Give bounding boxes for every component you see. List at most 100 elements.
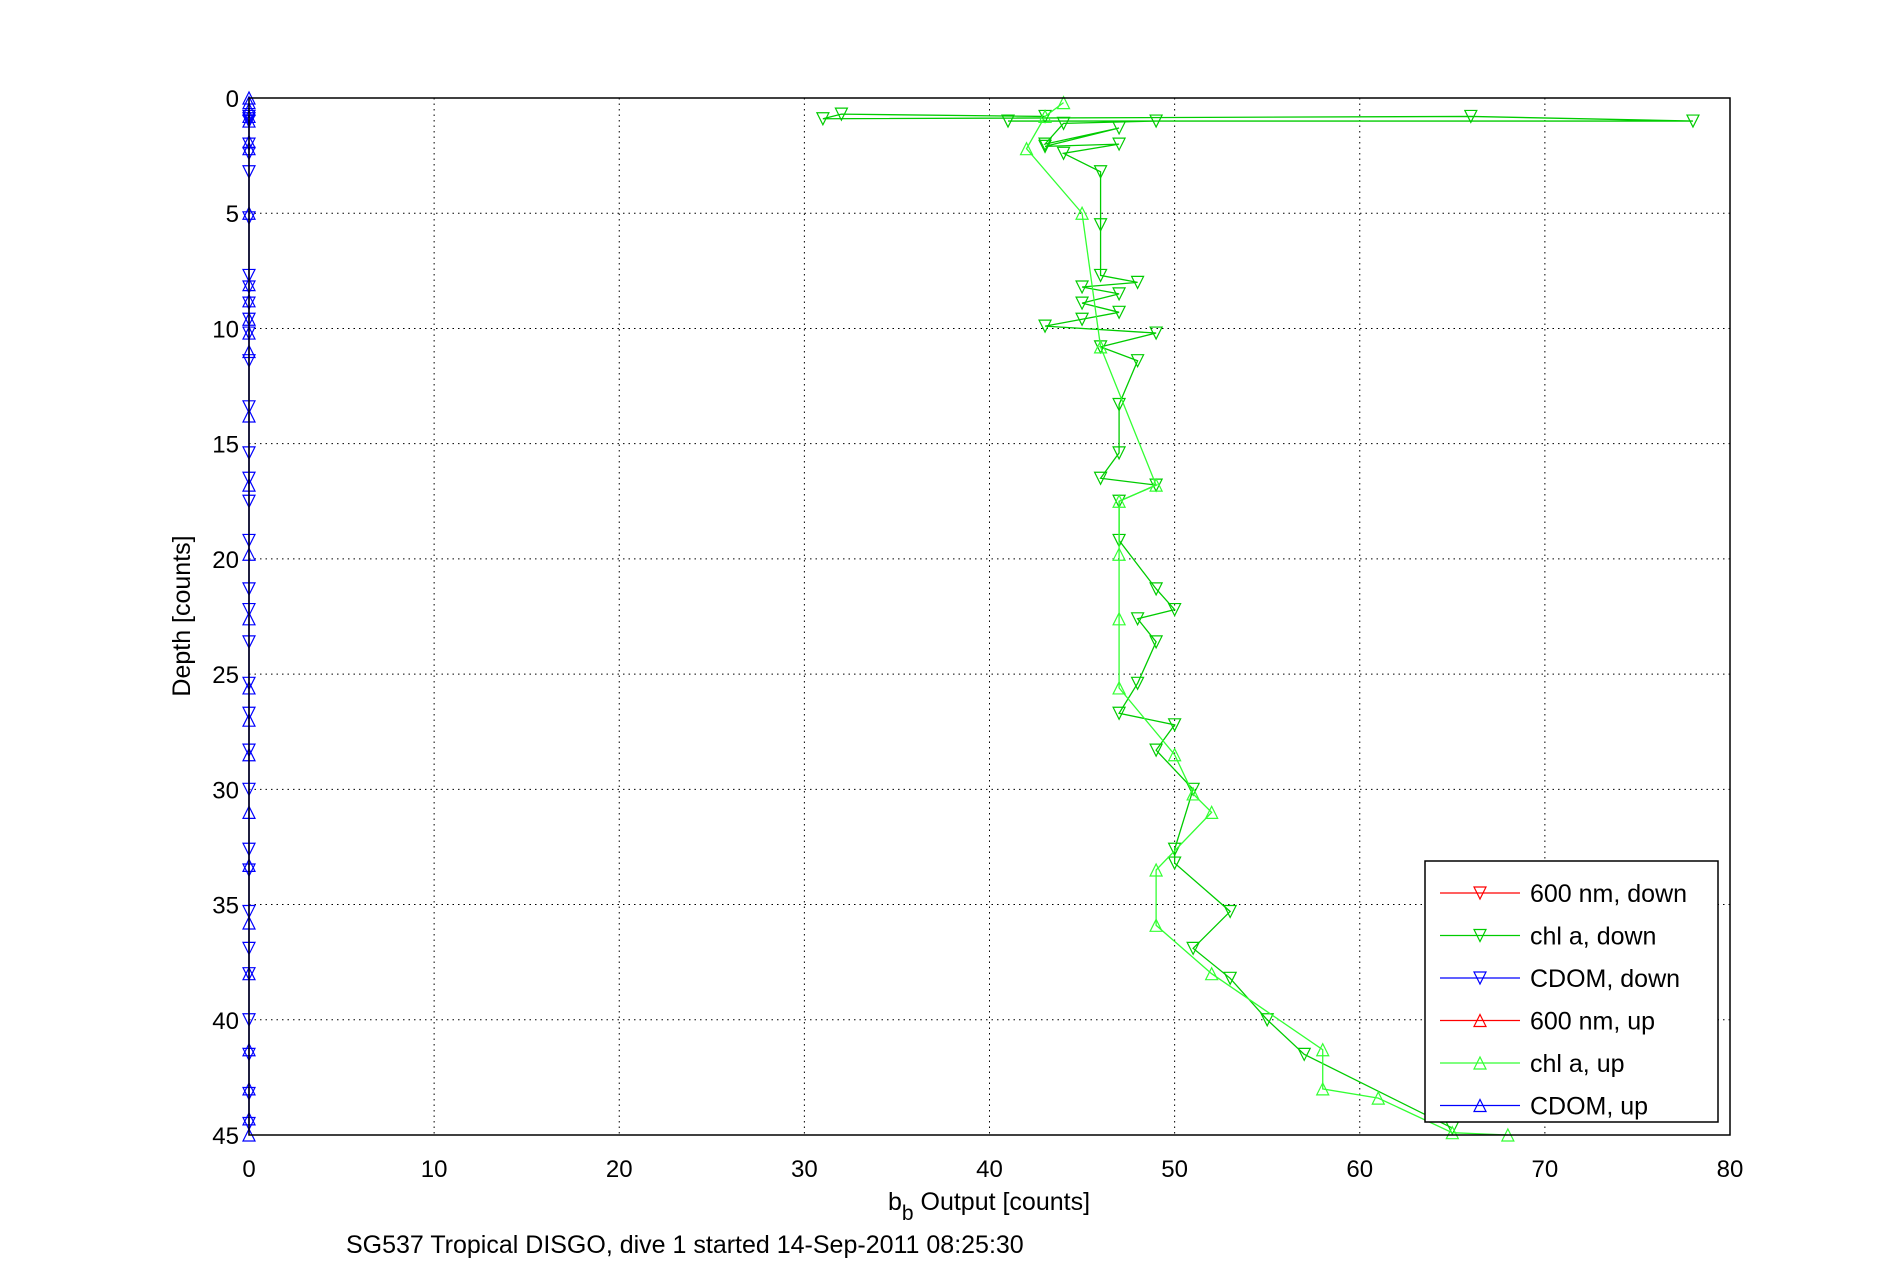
y-axis-label: Depth [counts] bbox=[168, 535, 196, 696]
data-point bbox=[1130, 275, 1145, 290]
data-point bbox=[1001, 114, 1015, 129]
y-tick-label: 30 bbox=[212, 777, 239, 804]
data-point bbox=[1112, 493, 1127, 508]
caption: SG537 Tropical DISGO, dive 1 started 14-… bbox=[346, 1231, 1024, 1259]
x-tick-labels: 0 10 20 30 40 50 60 70 80 bbox=[242, 1156, 1743, 1183]
legend-label: chl a, up bbox=[1530, 1050, 1625, 1078]
data-point bbox=[1167, 602, 1182, 617]
data-point bbox=[1686, 114, 1700, 129]
x-tick-label: 80 bbox=[1717, 1156, 1744, 1183]
data-point bbox=[1112, 611, 1127, 626]
data-point bbox=[1056, 95, 1071, 110]
data-point bbox=[1112, 680, 1127, 695]
data-point bbox=[1038, 137, 1053, 152]
data-point bbox=[1260, 1013, 1275, 1028]
data-point bbox=[1093, 471, 1108, 486]
data-point bbox=[1093, 165, 1108, 180]
data-point bbox=[1112, 446, 1127, 461]
data-point bbox=[1297, 1047, 1312, 1062]
legend-marker bbox=[1473, 1098, 1487, 1113]
data-point bbox=[1075, 296, 1090, 311]
legend-marker bbox=[1473, 971, 1487, 986]
legend-box bbox=[1424, 860, 1719, 1123]
data-point bbox=[1130, 612, 1145, 627]
data-point bbox=[1186, 941, 1201, 956]
data-point bbox=[1130, 676, 1145, 691]
data-point bbox=[1075, 280, 1090, 295]
data-point bbox=[1038, 109, 1053, 124]
x-tick-label: 60 bbox=[1346, 1156, 1373, 1183]
y-tick-labels: 0 5 10 15 20 25 30 35 40 45 bbox=[212, 86, 239, 1150]
y-tick-label: 5 bbox=[226, 201, 239, 228]
legend-label: chl a, down bbox=[1530, 923, 1656, 951]
data-point bbox=[1186, 786, 1201, 801]
data-point bbox=[1445, 1125, 1460, 1140]
data-point bbox=[1167, 856, 1182, 871]
legend-marker bbox=[1473, 928, 1487, 943]
data-point bbox=[1112, 137, 1127, 152]
x-tick-label: 50 bbox=[1161, 1156, 1188, 1183]
data-point bbox=[1112, 305, 1127, 320]
data-point bbox=[834, 107, 849, 122]
legend-marker bbox=[1473, 886, 1487, 901]
legend-label: 600 nm, down bbox=[1530, 880, 1687, 908]
legend-marker bbox=[1473, 1013, 1487, 1028]
data-point bbox=[1371, 1090, 1386, 1105]
x-tick-label: 20 bbox=[606, 1156, 633, 1183]
y-tick-label: 45 bbox=[212, 1123, 239, 1150]
y-tick-label: 10 bbox=[212, 316, 239, 343]
data-point bbox=[1093, 268, 1108, 283]
data-point bbox=[1112, 397, 1127, 412]
x-tick-label: 70 bbox=[1532, 1156, 1559, 1183]
x-tick-label: 10 bbox=[421, 1156, 448, 1183]
data-point bbox=[1204, 805, 1219, 819]
data-point bbox=[1056, 146, 1071, 161]
data-point bbox=[1149, 862, 1164, 877]
data-point bbox=[1112, 546, 1127, 561]
data-point bbox=[1315, 1081, 1330, 1096]
data-point bbox=[1186, 782, 1201, 797]
data-point bbox=[1223, 904, 1238, 919]
y-tick-label: 40 bbox=[212, 1008, 239, 1035]
data-point bbox=[815, 112, 830, 127]
x-tick-label: 40 bbox=[976, 1156, 1003, 1183]
x-tick-label: 30 bbox=[791, 1156, 818, 1183]
legend: 600 nm, down chl a, down CDOM, down 600 nm,… bbox=[1424, 860, 1719, 1123]
data-point bbox=[1149, 114, 1164, 129]
data-point bbox=[1075, 312, 1090, 327]
x-axis-label: bb Output [counts] bbox=[888, 1188, 1090, 1225]
data-point bbox=[1167, 718, 1182, 733]
data-point bbox=[1112, 121, 1127, 136]
data-point bbox=[1056, 116, 1071, 131]
data-point bbox=[1204, 966, 1219, 981]
data-point bbox=[1167, 747, 1182, 762]
data-point bbox=[1149, 743, 1164, 758]
data-point bbox=[1038, 139, 1053, 154]
data-point bbox=[1130, 354, 1145, 369]
y-tick-label: 25 bbox=[212, 662, 239, 689]
series-chl-a-up bbox=[1019, 95, 1515, 1142]
data-point bbox=[1093, 218, 1108, 233]
data-point bbox=[1112, 287, 1127, 302]
data-point bbox=[1093, 339, 1108, 354]
x-tick-label: 0 bbox=[242, 1156, 255, 1183]
y-tick-label: 35 bbox=[212, 893, 239, 920]
legend-label: 600 nm, up bbox=[1530, 1008, 1655, 1036]
data-point bbox=[1112, 706, 1127, 721]
legend-label: CDOM, up bbox=[1530, 1093, 1648, 1121]
data-point bbox=[1019, 141, 1034, 156]
legend-marker bbox=[1473, 1055, 1487, 1070]
y-tick-label: 20 bbox=[212, 547, 239, 574]
data-point bbox=[1149, 477, 1164, 492]
data-point bbox=[1223, 971, 1238, 986]
plot-frame bbox=[248, 97, 1731, 1136]
data-point bbox=[1463, 109, 1478, 124]
data-point bbox=[1149, 326, 1164, 341]
data-point bbox=[1149, 582, 1164, 597]
y-tick-label: 0 bbox=[226, 86, 239, 113]
data-point bbox=[1075, 205, 1090, 220]
data-point bbox=[1315, 1042, 1330, 1057]
data-point bbox=[1038, 319, 1053, 334]
y-tick-label: 15 bbox=[212, 432, 239, 459]
